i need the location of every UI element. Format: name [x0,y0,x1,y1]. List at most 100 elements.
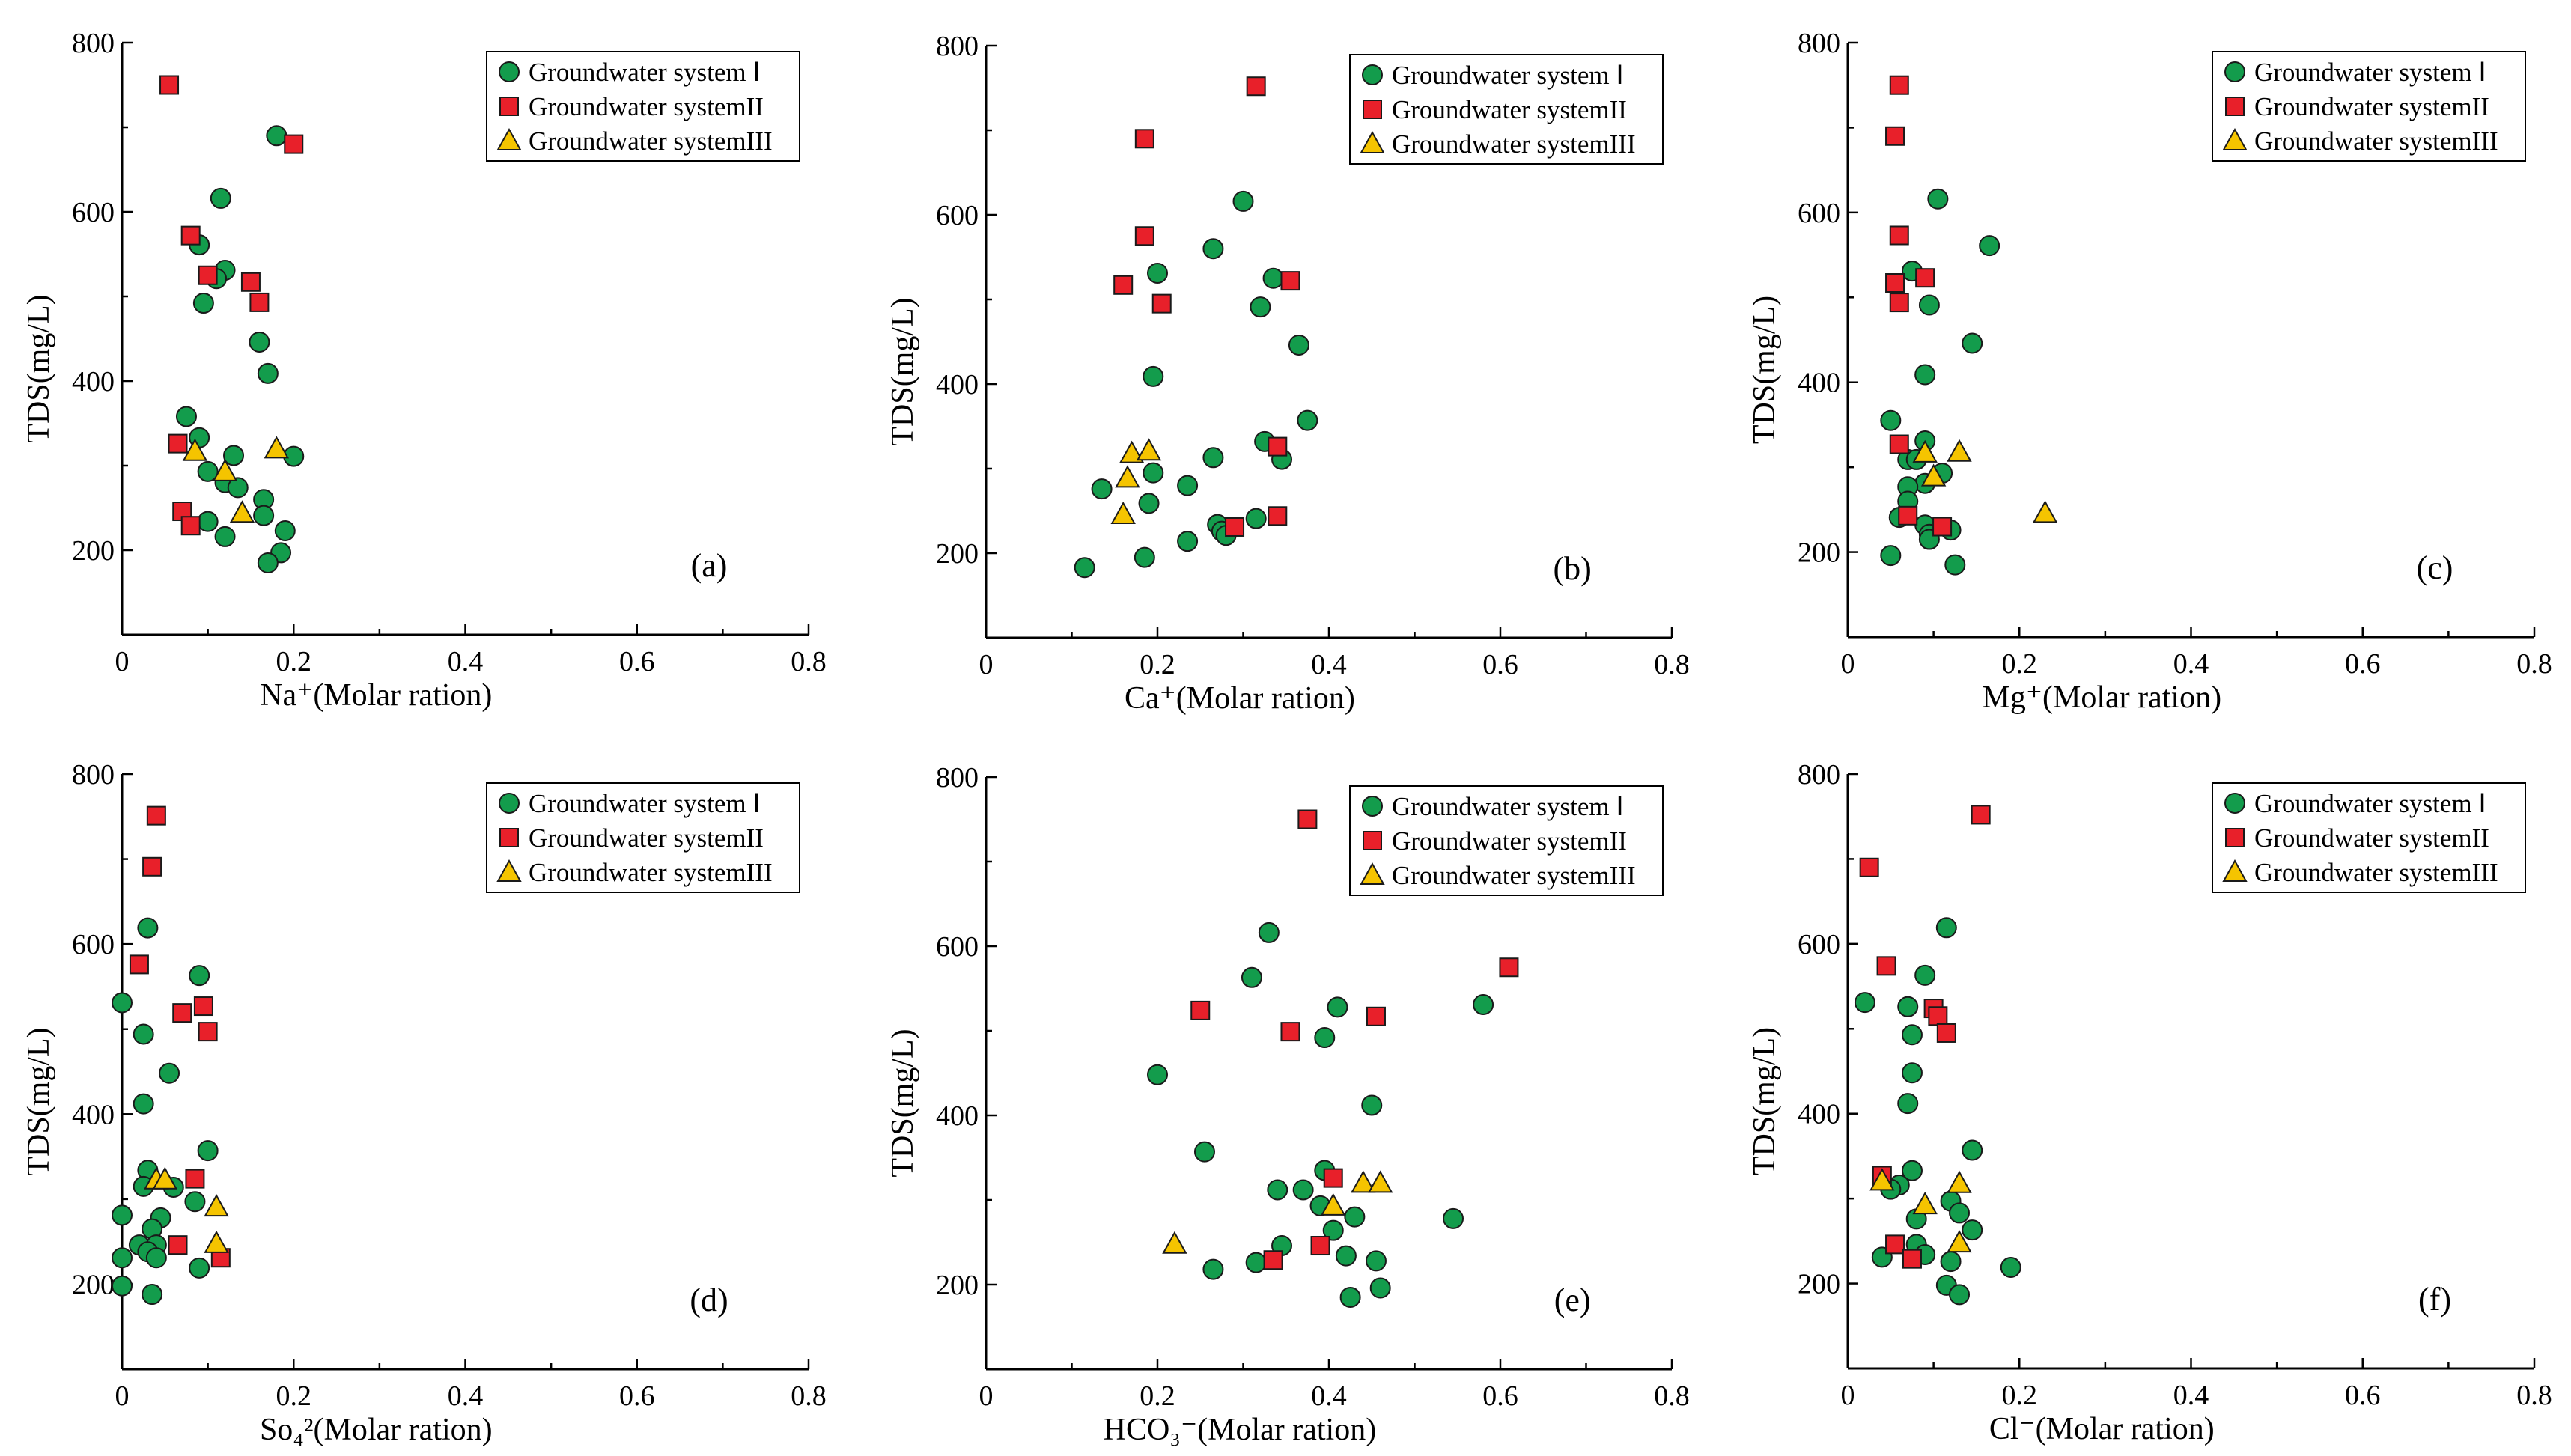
data-point-series-2 [168,1235,188,1255]
data-point-series-2 [1268,436,1288,457]
y-tick-label: 800 [936,31,979,62]
data-point-series-3 [204,1194,229,1217]
legend-label-1: Groundwater system Ⅰ [529,58,761,87]
data-point-series-2 [1936,1023,1956,1043]
x-tick-label: 0 [979,1380,994,1412]
x-tick-label: 0.4 [1311,1380,1347,1412]
data-point-series-2 [1323,1168,1343,1188]
legend-marker-3 [1360,130,1385,153]
data-point-series-1 [1327,996,1348,1018]
data-point-series-1 [1344,1206,1366,1228]
x-axis-title: So₄²(Molar ration) [260,1413,493,1447]
data-point-series-1 [257,362,279,384]
data-point-series-2 [1932,517,1953,537]
y-tick-label: 200 [936,538,979,570]
data-point-series-1 [1897,1093,1919,1115]
x-axis-title: Cl⁻(Molar ration) [1989,1412,2215,1446]
legend-label-3: Groundwater systemIII [529,127,773,156]
data-point-series-1 [1949,1202,1971,1224]
data-point-series-1 [197,1140,219,1162]
legend-box [2212,782,2526,893]
x-tick-label: 0.4 [448,646,484,677]
legend-marker-3 [496,859,522,882]
data-point-series-2 [1366,1006,1386,1026]
x-tick-label: 0 [115,646,130,677]
data-point-series-2 [172,1003,192,1023]
data-point-series-1 [192,293,214,314]
y-tick-label: 200 [936,1270,979,1301]
data-point-series-3 [1912,1192,1938,1215]
chart-panel-6: 0 0.2 0.4 0.6 0.8 200 400 600 800 Cl⁻(Molar ratio… [1747,759,2552,1446]
data-point-series-1 [1241,966,1262,988]
data-point-series-1 [1935,917,1957,939]
data-point-series-1 [1143,365,1164,387]
x-tick-label: 0.6 [619,1380,655,1412]
data-point-series-2 [1499,957,1519,978]
data-point-series-1 [266,125,287,147]
data-point-series-1 [197,511,219,532]
data-point-series-2 [1898,505,1918,526]
data-point-series-3 [2032,500,2058,523]
data-point-series-3 [1115,465,1140,488]
y-tick-label: 400 [72,366,115,397]
data-point-series-3 [1110,501,1136,525]
y-tick-label: 200 [72,535,115,567]
data-point-series-1 [274,520,296,542]
x-axis-title: HCO₃⁻(Molar ration) [1104,1413,1377,1447]
x-tick-label: 0.8 [1654,649,1690,680]
x-tick-label: 0.6 [1482,649,1518,680]
legend-marker-2 [2225,97,2245,116]
data-point-series-1 [1944,554,1966,576]
x-tick-label: 0.8 [1654,1380,1690,1412]
y-tick-label: 600 [936,200,979,231]
legend-label-2: Groundwater systemII [2254,823,2489,853]
legend-marker-1 [2224,61,2245,82]
y-tick-label: 200 [1798,537,1840,569]
y-tick-label: 600 [72,929,115,960]
data-point-series-2 [1902,1249,1922,1269]
legend-label-2: Groundwater systemII [1392,95,1627,124]
data-point-series-1 [1979,235,2000,257]
x-tick-label: 0.2 [2002,648,2038,680]
data-point-series-1 [1918,294,1940,316]
data-point-series-1 [1202,238,1224,260]
data-point-series-1 [1962,1139,1983,1161]
data-point-series-1 [1091,478,1113,500]
data-point-series-1 [249,332,270,353]
data-point-series-1 [189,1257,210,1279]
y-axis-title: TDS(mg/L) [1747,1027,1782,1175]
data-point-series-3 [1136,438,1162,461]
x-axis-title: Na⁺(Molar ration) [260,678,492,713]
data-point-series-1 [1949,1284,1971,1306]
data-point-series-1 [1147,1064,1168,1085]
data-point-series-1 [112,1247,133,1269]
data-point-series-1 [1177,531,1199,552]
legend-label-3: Groundwater systemIII [1392,130,1636,159]
legend-marker-1 [499,61,520,82]
data-point-series-1 [1962,1219,1983,1241]
y-tick-label: 400 [936,369,979,400]
data-point-series-1 [257,552,279,573]
data-point-series-2 [1225,517,1245,537]
y-tick-label: 400 [1798,368,1840,399]
data-point-series-1 [137,917,159,939]
data-point-series-2 [1190,1000,1211,1020]
legend-label-1: Groundwater system Ⅰ [2254,789,2486,818]
data-point-series-1 [112,992,133,1014]
data-point-series-3 [1119,440,1145,463]
data-point-series-1 [1880,545,1902,567]
y-tick-label: 800 [1798,28,1840,59]
legend-label-1: Groundwater system Ⅰ [529,789,761,818]
x-tick-label: 0.8 [2516,1380,2552,1411]
data-point-series-1 [1258,922,1280,943]
data-point-series-3 [204,1230,229,1253]
x-tick-label: 0.2 [1140,1380,1175,1412]
legend-marker-2 [499,97,519,116]
y-tick-label: 400 [1798,1099,1840,1130]
data-point-series-1 [1335,1245,1357,1267]
data-point-series-1 [145,1247,167,1269]
data-point-series-1 [1147,262,1168,284]
data-point-series-2 [1280,271,1300,291]
data-point-series-1 [112,1275,133,1297]
data-point-series-1 [133,1023,154,1045]
